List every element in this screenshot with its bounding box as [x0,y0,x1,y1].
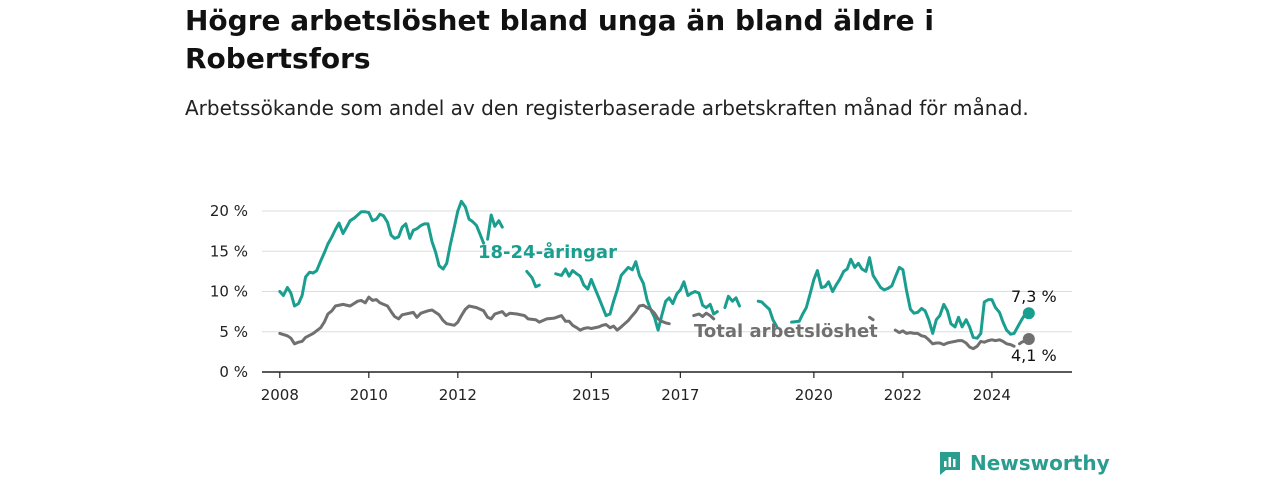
newsworthy-logo-icon [940,452,960,475]
x-tick-label: 2015 [572,386,610,404]
x-tick-label: 2012 [439,386,477,404]
end-label-young: 7,3 % [1011,287,1057,306]
series-end-dot-0 [1022,307,1035,320]
series-label-total: Total arbetslöshet [694,321,878,342]
y-axis-ticks: 0 % 5 % 10 % 15 % 20 % [210,202,248,381]
chart-title: Högre arbetslöshet bland unga än bland ä… [185,4,934,75]
x-tick-label: 2024 [973,386,1011,404]
series-end-dot-1 [1022,332,1035,345]
end-label-total: 4,1 % [1011,346,1057,365]
x-tick-label: 2008 [261,386,299,404]
y-tick-label: 5 % [219,323,248,341]
y-tick-label: 0 % [219,363,248,381]
series-label-young: 18-24-åringar [478,241,617,263]
x-tick-label: 2022 [884,386,922,404]
x-tick-label: 2020 [795,386,833,404]
x-axis-ticks: 2008 2010 2012 2015 2017 2020 2022 2024 [261,372,1011,404]
gridlines [262,210,1072,373]
chart-subtitle: Arbetssökande som andel av den registerb… [185,96,1029,120]
x-tick-label: 2010 [350,386,388,404]
series-line-0 [278,199,1031,340]
brand: Newsworthy [938,450,1110,476]
y-tick-label: 15 % [210,242,248,260]
line-chart: 0 %5 %10 %15 %20 % 2008 2010 2012 2015 2017 2… [210,199,1072,404]
y-tick-label: 20 % [210,202,248,220]
series-line-1 [278,295,1031,351]
x-tick-label: 2017 [661,386,699,404]
series-lines [278,199,1035,351]
brand-name: Newsworthy [970,451,1110,475]
y-tick-label: 10 % [210,283,248,301]
